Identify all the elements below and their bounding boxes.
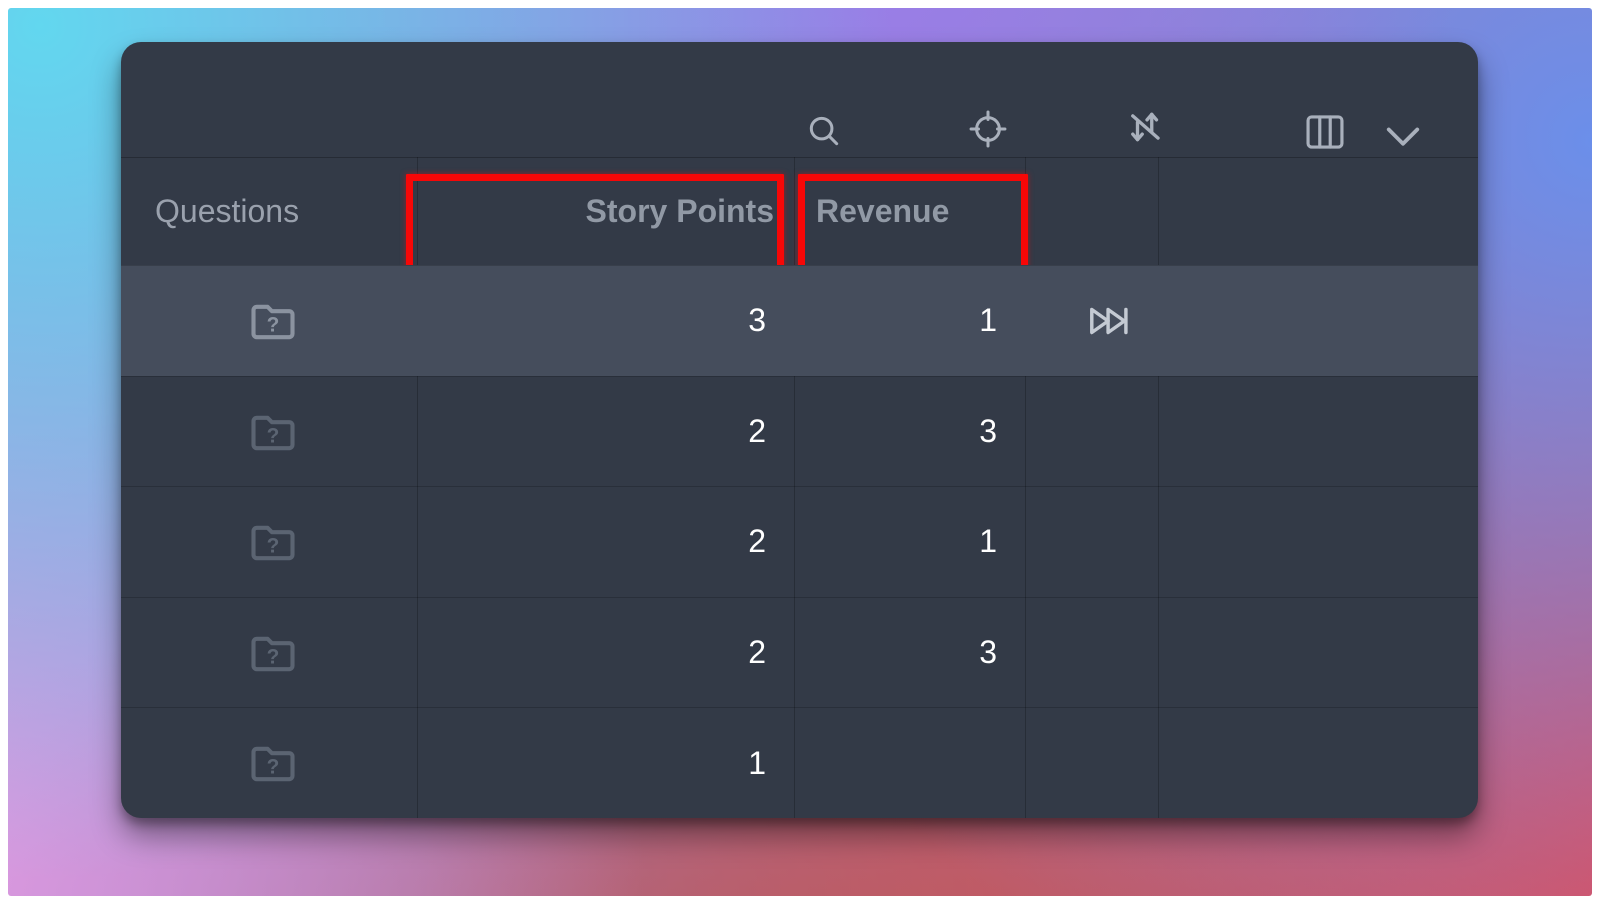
svg-text:?: ? xyxy=(267,756,280,779)
svg-text:?: ? xyxy=(267,313,280,336)
svg-text:?: ? xyxy=(267,535,280,558)
svg-text:?: ? xyxy=(267,645,280,668)
svg-text:?: ? xyxy=(267,424,280,447)
